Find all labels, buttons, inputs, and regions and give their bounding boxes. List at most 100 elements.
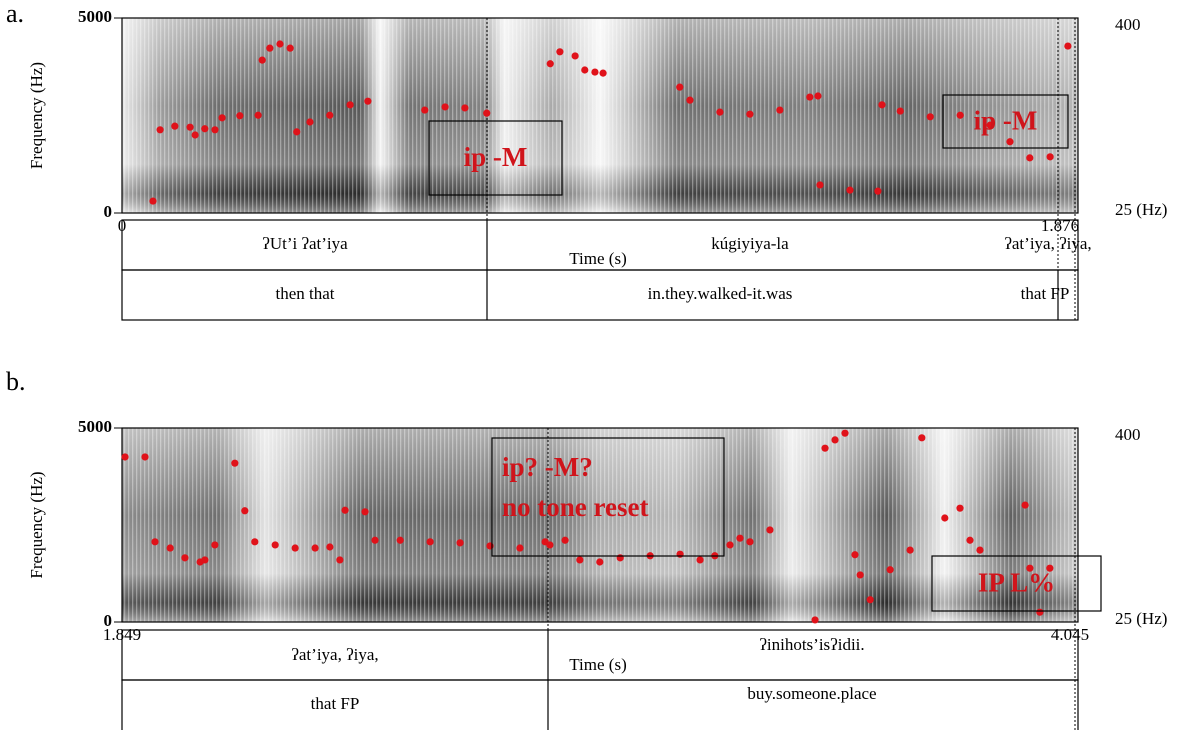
pitch-point <box>686 97 693 104</box>
tier-word: kúgiyiya-la <box>711 234 789 253</box>
pitch-point <box>1006 138 1013 145</box>
tier-gloss: that FP <box>311 694 360 713</box>
pitch-point <box>427 538 434 545</box>
time-start: 1.849 <box>103 625 141 644</box>
pitch-point <box>821 445 828 452</box>
pitch-point <box>306 118 313 125</box>
pitch-point <box>966 537 973 544</box>
pitch-point <box>241 507 248 514</box>
pitch-point <box>887 566 894 573</box>
pitch-point <box>581 66 588 73</box>
pitch-point <box>841 430 848 437</box>
pitch-point <box>421 106 428 113</box>
pitch-point <box>572 52 579 59</box>
pitch-point <box>287 45 294 52</box>
pitch-point <box>746 111 753 118</box>
pitch-point <box>336 556 343 563</box>
pitch-point <box>211 126 218 133</box>
pitch-point <box>941 514 948 521</box>
tier-word: ʔinihots’isʔidii. <box>759 635 864 654</box>
tier-word: ʔat’iya, ʔiya, <box>1004 234 1091 253</box>
pitch-point <box>201 125 208 132</box>
pitch-point <box>918 434 925 441</box>
pitch-point <box>591 68 598 75</box>
panel-letter: b. <box>6 367 26 396</box>
time-start: 0 <box>118 216 127 235</box>
pitch-point <box>1036 609 1043 616</box>
pitch-point <box>121 453 128 460</box>
pitch-point <box>927 113 934 120</box>
freq-tick-label: 0 <box>104 202 113 221</box>
pitch-point <box>141 453 148 460</box>
pitch-point <box>156 126 163 133</box>
pitch-point <box>149 197 156 204</box>
page: {"panels": [ {"letter": "a.", "y_axis_la… <box>0 0 1196 730</box>
pitch-point <box>1026 154 1033 161</box>
pitch-point <box>696 556 703 563</box>
pitch-point <box>201 556 208 563</box>
pitch-point <box>857 571 864 578</box>
pitch-point <box>956 505 963 512</box>
pitch-point <box>976 546 983 553</box>
pitch-point <box>272 541 279 548</box>
pitch-point <box>218 114 225 121</box>
pitch-tick-label: 25 (Hz) <box>1115 200 1167 219</box>
pitch-point <box>547 60 554 67</box>
pitch-point <box>364 98 371 105</box>
time-label: Time (s) <box>569 655 626 674</box>
pitch-tick-label: 400 <box>1115 425 1141 444</box>
pitch-point <box>846 187 853 194</box>
pitch-point <box>516 544 523 551</box>
pitch-point <box>736 535 743 542</box>
pitch-tick-label: 25 (Hz) <box>1115 609 1167 628</box>
pitch-point <box>766 526 773 533</box>
annotation-text: no tone reset <box>502 492 648 522</box>
pitch-point <box>361 508 368 515</box>
pitch-point <box>716 109 723 116</box>
pitch-point <box>483 110 490 117</box>
pitch-point <box>1021 501 1028 508</box>
panel-letter: a. <box>6 0 24 28</box>
tier-gloss: buy.someone.place <box>747 684 876 703</box>
pitch-point <box>878 101 885 108</box>
pitch-point <box>576 556 583 563</box>
pitch-point <box>397 537 404 544</box>
pitch-point <box>596 558 603 565</box>
pitch-point <box>167 544 174 551</box>
pitch-point <box>441 103 448 110</box>
pitch-point <box>811 616 818 623</box>
tier-gloss: that FP <box>1021 284 1070 303</box>
spectrogram-b <box>122 428 1078 622</box>
pitch-point <box>726 541 733 548</box>
pitch-point <box>341 507 348 514</box>
pitch-point <box>293 128 300 135</box>
pitch-point <box>556 48 563 55</box>
pitch-point <box>1064 42 1071 49</box>
annotation-text: ip -M <box>464 142 528 172</box>
pitch-point <box>326 112 333 119</box>
pitch-point <box>276 40 283 47</box>
pitch-point <box>906 546 913 553</box>
pitch-point <box>266 45 273 52</box>
pitch-point <box>831 436 838 443</box>
freq-tick-label: 5000 <box>78 7 112 26</box>
pitch-point <box>776 106 783 113</box>
pitch-point <box>814 92 821 99</box>
pitch-point <box>897 107 904 114</box>
pitch-point <box>456 539 463 546</box>
pitch-point <box>151 538 158 545</box>
pitch-point <box>292 544 299 551</box>
spectrogram-a <box>122 18 1078 213</box>
annotation-text: ip -M <box>974 106 1038 136</box>
pitch-point <box>561 537 568 544</box>
time-label: Time (s) <box>569 249 626 268</box>
pitch-point <box>251 538 258 545</box>
pitch-point <box>371 537 378 544</box>
freq-tick-label: 5000 <box>78 417 112 436</box>
pitch-point <box>181 554 188 561</box>
tier-gloss: in.they.walked-it.was <box>648 284 793 303</box>
time-end: 4.045 <box>1051 625 1089 644</box>
pitch-point <box>236 112 243 119</box>
pitch-point <box>599 70 606 77</box>
pitch-point <box>312 544 319 551</box>
